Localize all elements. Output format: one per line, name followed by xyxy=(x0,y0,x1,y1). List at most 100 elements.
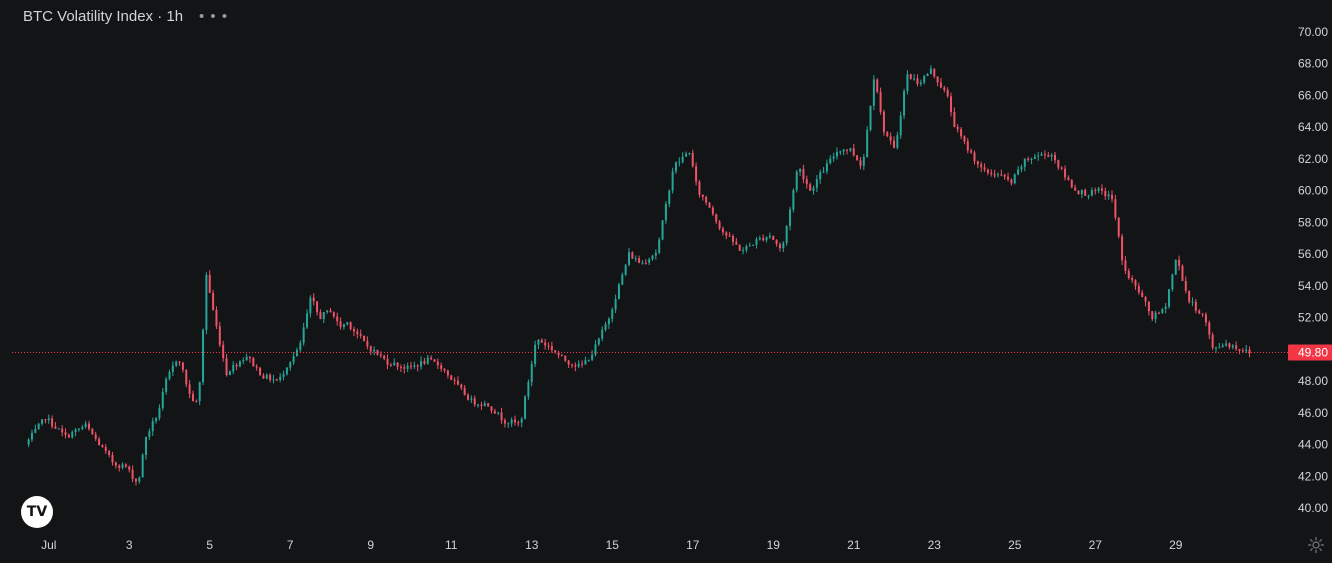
candle-body xyxy=(916,78,919,84)
candle-body xyxy=(44,419,47,421)
candle-body xyxy=(285,367,288,375)
candle-body xyxy=(674,162,677,172)
candle-body xyxy=(993,174,996,176)
candle-body xyxy=(1010,179,1013,184)
y-tick-label: 40.00 xyxy=(1298,501,1328,515)
candle-body xyxy=(477,404,480,406)
x-tick-label: 3 xyxy=(126,538,133,552)
candle-body xyxy=(64,432,67,435)
candle-body xyxy=(1107,194,1110,197)
candle-body xyxy=(691,152,694,167)
price-axis[interactable]: 70.00 68.00 66.00 64.00 62.00 60.00 58.00 56.00… xyxy=(1298,25,1328,515)
candle-body xyxy=(118,465,121,468)
candle-body xyxy=(835,151,838,157)
candle-body xyxy=(926,73,929,77)
candle-body xyxy=(406,365,409,369)
candle-body xyxy=(218,326,221,345)
candle-body xyxy=(1023,158,1026,167)
more-horizontal-icon[interactable]: • • • xyxy=(199,8,229,25)
gear-icon[interactable] xyxy=(1307,536,1325,554)
candle-body xyxy=(799,168,802,172)
candle-body xyxy=(772,235,775,241)
candle-body xyxy=(1168,289,1171,307)
candle-body xyxy=(433,359,436,362)
candle-body xyxy=(1121,236,1124,261)
candle-body xyxy=(61,428,64,433)
candle-body xyxy=(379,354,382,356)
candle-body xyxy=(574,365,577,367)
candle-body xyxy=(634,258,637,260)
last-price-badge xyxy=(1288,344,1332,361)
candle-body xyxy=(94,434,97,439)
candle-body xyxy=(178,361,181,363)
candle-body xyxy=(513,419,516,423)
candle-body xyxy=(500,412,503,421)
candle-body xyxy=(249,356,251,359)
candle-body xyxy=(148,431,151,438)
candle-body xyxy=(1225,343,1228,346)
candle-body xyxy=(913,78,916,80)
candle-body xyxy=(651,255,654,260)
candle-body xyxy=(191,393,194,401)
candle-body xyxy=(1151,311,1154,320)
candle-body xyxy=(641,262,644,264)
candle-body xyxy=(571,364,573,366)
candle-body xyxy=(725,232,728,236)
candle-body xyxy=(128,466,131,470)
candle-body xyxy=(282,374,285,377)
y-tick-label: 54.00 xyxy=(1298,279,1328,293)
candle-body xyxy=(1043,154,1046,156)
candle-body xyxy=(181,362,184,370)
x-tick-label: 17 xyxy=(686,538,700,552)
candle-body xyxy=(255,366,258,368)
candle-body xyxy=(121,464,124,468)
candle-body xyxy=(862,156,865,166)
candle-body xyxy=(155,418,158,422)
candle-body xyxy=(976,161,979,165)
candle-body xyxy=(1020,166,1023,170)
candle-body xyxy=(732,236,734,242)
candle-body xyxy=(678,161,681,163)
candle-body xyxy=(222,344,225,359)
candle-body xyxy=(856,155,859,161)
candle-body xyxy=(664,203,667,221)
candle-body xyxy=(1201,313,1204,315)
candle-body xyxy=(332,312,335,317)
candle-body xyxy=(1064,168,1067,178)
candle-body xyxy=(668,190,671,204)
candle-body xyxy=(460,384,463,388)
x-tick-label: 25 xyxy=(1008,538,1022,552)
candle-body xyxy=(648,259,651,263)
candle-body xyxy=(919,82,922,84)
candle-body xyxy=(1211,334,1214,348)
candle-body xyxy=(986,169,989,173)
x-tick-label: 5 xyxy=(206,538,213,552)
candle-body xyxy=(396,362,399,367)
candle-body xyxy=(1238,348,1241,351)
candle-body xyxy=(956,126,959,130)
tradingview-logo-icon[interactable]: TV xyxy=(21,496,53,528)
candle-body xyxy=(168,371,171,379)
time-axis[interactable]: Jul 3 5 7 9 11 13 15 17 19 21 23 25 27 29 xyxy=(41,538,1183,552)
candle-body xyxy=(1147,301,1150,312)
candle-body xyxy=(708,202,711,208)
candle-body xyxy=(1204,314,1207,323)
candle-body xyxy=(161,391,164,409)
candle-body xyxy=(352,329,355,332)
x-tick-label: 9 xyxy=(367,538,374,552)
candle-body xyxy=(212,292,215,310)
candle-body xyxy=(413,365,416,367)
candle-body xyxy=(443,368,446,371)
x-tick-label: 21 xyxy=(847,538,861,552)
candle-body xyxy=(1221,345,1224,348)
candle-body xyxy=(1074,187,1077,191)
candle-body xyxy=(889,136,892,141)
candle-body xyxy=(859,160,862,166)
candle-body xyxy=(373,349,376,352)
candle-body xyxy=(1087,195,1090,197)
candle-body xyxy=(534,344,537,364)
candle-body xyxy=(376,349,379,355)
candle-body xyxy=(336,316,339,322)
x-tick-label: 7 xyxy=(287,538,294,552)
